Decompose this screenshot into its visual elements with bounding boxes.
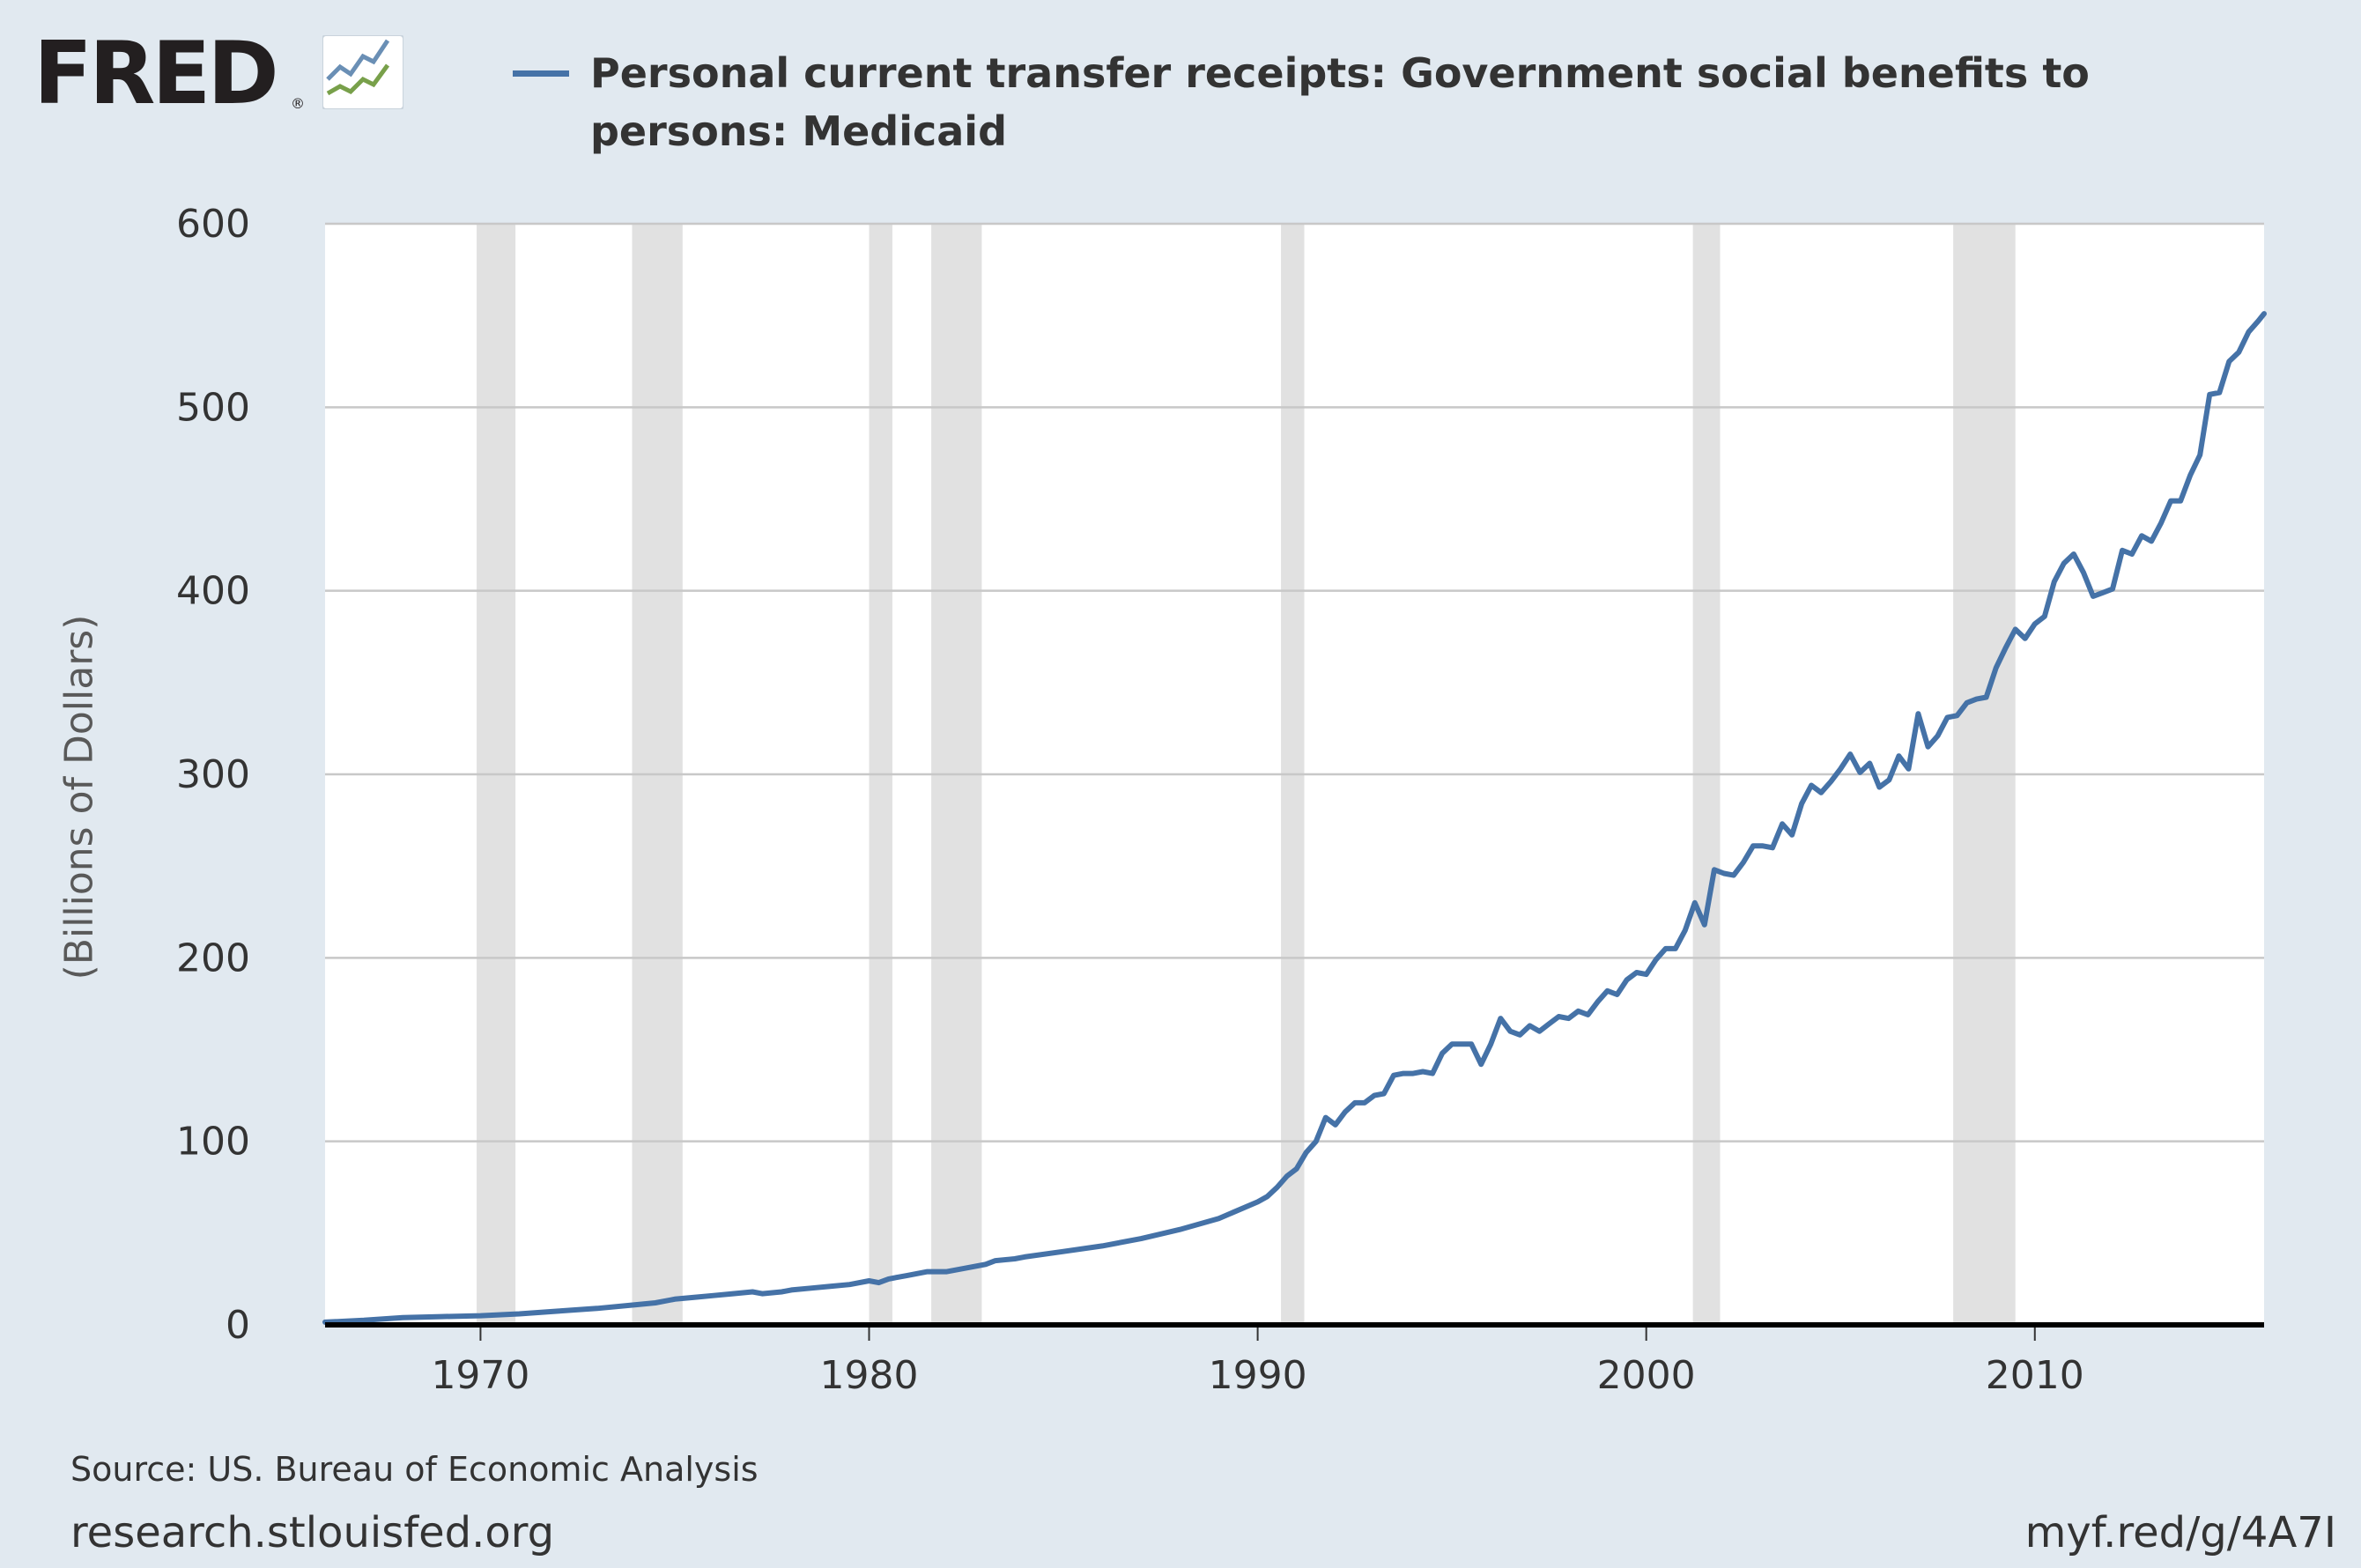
series-line (322, 311, 2267, 1325)
short-link[interactable]: myf.red/g/4A7I (2024, 1508, 2336, 1557)
fred-logo-text: FRED (33, 24, 279, 124)
y-tick-label: 0 (226, 1303, 250, 1348)
y-tick-label: 100 (176, 1120, 250, 1165)
fred-logo[interactable]: FRED ® (33, 30, 412, 118)
legend-series-label: Personal current transfer receipts: Gove… (590, 49, 2090, 155)
y-tick-label: 500 (176, 385, 250, 430)
y-tick-label: 400 (176, 569, 250, 614)
x-tick-label: 2000 (1597, 1353, 1696, 1398)
y-tick-label: 600 (176, 202, 250, 247)
x-tick-label: 1970 (431, 1353, 529, 1398)
site-link[interactable]: research.stlouisfed.org (70, 1508, 555, 1557)
x-tick-label: 2010 (1986, 1353, 2084, 1398)
x-tick-label: 1990 (1209, 1353, 1307, 1398)
legend-series-swatch (513, 70, 569, 77)
fred-chart-icon (322, 35, 403, 109)
y-tick-label: 300 (176, 752, 250, 797)
y-tick-label: 200 (176, 936, 250, 980)
source-note: Source: US. Bureau of Economic Analysis (70, 1450, 759, 1489)
registered-mark: ® (291, 95, 305, 112)
x-tick-label: 1980 (820, 1353, 919, 1398)
